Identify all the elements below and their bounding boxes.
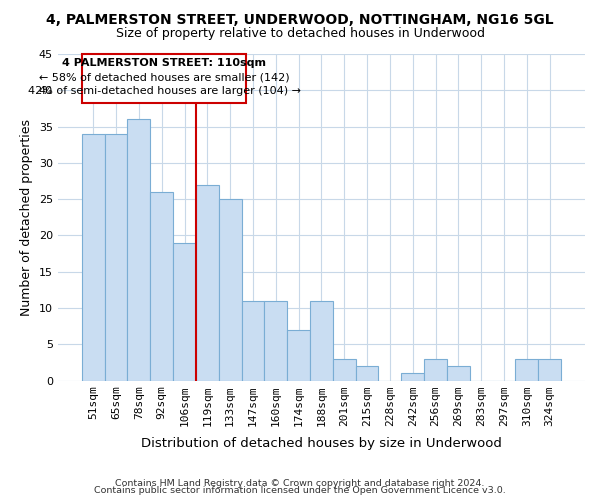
Bar: [356, 366, 379, 380]
Text: Size of property relative to detached houses in Underwood: Size of property relative to detached ho…: [115, 28, 485, 40]
Text: ← 58% of detached houses are smaller (142): ← 58% of detached houses are smaller (14…: [38, 72, 289, 82]
Bar: [104, 134, 127, 380]
Bar: [538, 359, 561, 380]
Bar: [333, 359, 356, 380]
Bar: [127, 120, 151, 380]
Text: Contains HM Land Registry data © Crown copyright and database right 2024.: Contains HM Land Registry data © Crown c…: [115, 478, 485, 488]
Y-axis label: Number of detached properties: Number of detached properties: [20, 119, 34, 316]
Bar: [242, 300, 265, 380]
Bar: [265, 300, 287, 380]
Text: 4, PALMERSTON STREET, UNDERWOOD, NOTTINGHAM, NG16 5GL: 4, PALMERSTON STREET, UNDERWOOD, NOTTING…: [46, 12, 554, 26]
Bar: [219, 199, 242, 380]
Bar: [424, 359, 447, 380]
Bar: [151, 192, 173, 380]
Bar: [82, 134, 104, 380]
Text: 42% of semi-detached houses are larger (104) →: 42% of semi-detached houses are larger (…: [28, 86, 301, 96]
FancyBboxPatch shape: [82, 54, 246, 104]
X-axis label: Distribution of detached houses by size in Underwood: Distribution of detached houses by size …: [141, 437, 502, 450]
Text: Contains public sector information licensed under the Open Government Licence v3: Contains public sector information licen…: [94, 486, 506, 495]
Bar: [401, 374, 424, 380]
Bar: [447, 366, 470, 380]
Bar: [310, 300, 333, 380]
Bar: [287, 330, 310, 380]
Bar: [515, 359, 538, 380]
Bar: [196, 184, 219, 380]
Bar: [173, 242, 196, 380]
Text: 4 PALMERSTON STREET: 110sqm: 4 PALMERSTON STREET: 110sqm: [62, 58, 266, 68]
